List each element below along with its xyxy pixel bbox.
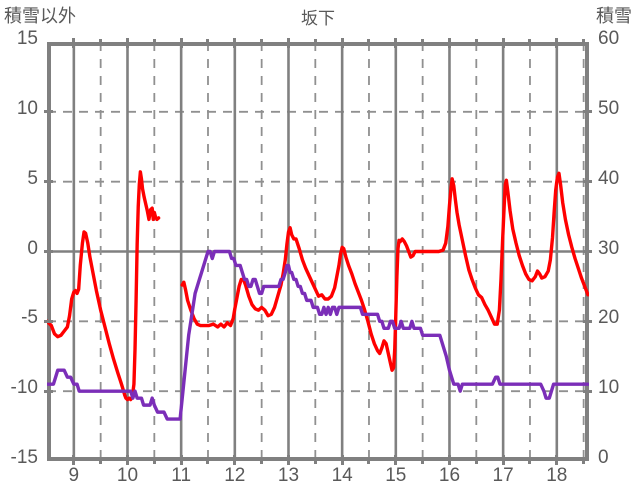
x-tick-minor-9 — [99, 457, 103, 464]
y-axis-left-tick--10: -10 — [10, 377, 38, 399]
y-tick-left-5 — [44, 180, 53, 184]
x-tick-top-major-16 — [447, 38, 451, 48]
x-tick-top-minor-11 — [206, 39, 210, 46]
data-series-layer — [47, 170, 589, 421]
right-axis-unit-label: 積雪 — [596, 6, 632, 26]
y-tick-left-0 — [44, 250, 53, 253]
y-axis-left-tick-0: 0 — [27, 237, 38, 259]
x-tick-top-minor-18 — [582, 39, 586, 46]
y-axis-right-tick-30: 30 — [598, 237, 620, 259]
x-tick-major-12 — [233, 455, 237, 465]
y-tick-left--10 — [44, 389, 53, 393]
x-tick-minor-17 — [528, 457, 532, 464]
x-tick-top-minor-12 — [260, 39, 264, 46]
x-axis-tick-13: 13 — [277, 465, 300, 486]
x-tick-top-minor-16 — [474, 39, 478, 46]
x-axis-tick-15: 15 — [385, 465, 407, 486]
y-axis-right-tick-10: 10 — [598, 377, 620, 399]
x-tick-minor-11 — [206, 457, 210, 464]
x-tick-minor-18 — [582, 457, 586, 464]
y-axis-right-tick-40: 40 — [598, 167, 620, 189]
x-tick-top-major-18 — [555, 38, 559, 48]
x-tick-top-major-14 — [340, 38, 344, 48]
y-axis-right-tick-50: 50 — [598, 97, 620, 119]
x-tick-major-10 — [125, 455, 129, 465]
x-tick-major-11 — [179, 455, 183, 465]
y-tick-right-40 — [583, 180, 592, 184]
x-tick-top-major-13 — [286, 38, 290, 48]
series-line-snow-depth — [47, 249, 589, 421]
x-tick-major-9 — [72, 455, 76, 465]
x-tick-major-13 — [286, 455, 290, 465]
x-axis-tick-18: 18 — [546, 465, 568, 486]
y-axis-left-tick--5: -5 — [21, 307, 38, 329]
y-axis-right-tick-20: 20 — [598, 307, 620, 329]
x-axis-tick-14: 14 — [331, 465, 353, 486]
y-axis-right-tick-60: 60 — [598, 28, 620, 49]
x-tick-top-major-15 — [394, 38, 398, 48]
y-tick-right-10 — [583, 389, 592, 393]
x-tick-top-major-12 — [233, 38, 237, 48]
x-tick-major-16 — [447, 455, 451, 465]
y-axis-left-tick-15: 15 — [16, 28, 38, 49]
x-axis-tick-17: 17 — [492, 465, 514, 486]
x-tick-major-14 — [340, 455, 344, 465]
y-tick-right-50 — [583, 110, 592, 114]
x-tick-top-major-9 — [72, 38, 76, 48]
x-axis-tick-9: 9 — [68, 465, 80, 486]
x-tick-minor-15 — [421, 457, 425, 464]
x-tick-top-major-17 — [501, 38, 505, 48]
y-tick-left--5 — [44, 319, 53, 323]
series-line-temperature — [180, 171, 589, 372]
x-tick-top-minor-13 — [313, 39, 317, 46]
x-tick-minor-14 — [367, 457, 371, 464]
x-tick-top-minor-14 — [367, 39, 371, 46]
x-tick-top-minor-9 — [99, 39, 103, 46]
x-tick-major-17 — [501, 455, 505, 465]
x-tick-top-minor-10 — [152, 39, 156, 46]
y-axis-left-tick-10: 10 — [16, 97, 38, 119]
x-axis-tick-12: 12 — [224, 465, 246, 486]
y-tick-right-20 — [583, 319, 592, 323]
x-tick-top-major-11 — [179, 38, 183, 48]
x-axis-tick-16: 16 — [438, 465, 461, 486]
x-axis-tick-10: 10 — [116, 465, 139, 486]
x-tick-minor-12 — [260, 457, 264, 464]
x-axis-tick-11: 11 — [171, 465, 192, 486]
y-axis-left-tick--15: -15 — [10, 447, 38, 468]
x-tick-top-minor-15 — [421, 39, 425, 46]
x-tick-minor-10 — [152, 457, 156, 464]
x-tick-top-minor-17 — [528, 39, 532, 46]
x-tick-minor-16 — [474, 457, 478, 464]
y-axis-left-tick-5: 5 — [27, 167, 38, 189]
chart-title: 坂下 — [301, 9, 335, 28]
x-tick-minor-13 — [313, 457, 317, 464]
y-tick-left-10 — [44, 110, 53, 114]
y-axis-right-tick-0: 0 — [598, 447, 609, 468]
plot-canvas — [47, 42, 589, 461]
x-tick-top-major-10 — [125, 38, 129, 48]
y-tick-right-30 — [583, 250, 592, 253]
series-line-temperature — [47, 170, 161, 402]
left-axis-unit-label: 積雪以外 — [4, 6, 76, 26]
x-tick-major-18 — [555, 455, 559, 465]
x-tick-major-15 — [394, 455, 398, 465]
